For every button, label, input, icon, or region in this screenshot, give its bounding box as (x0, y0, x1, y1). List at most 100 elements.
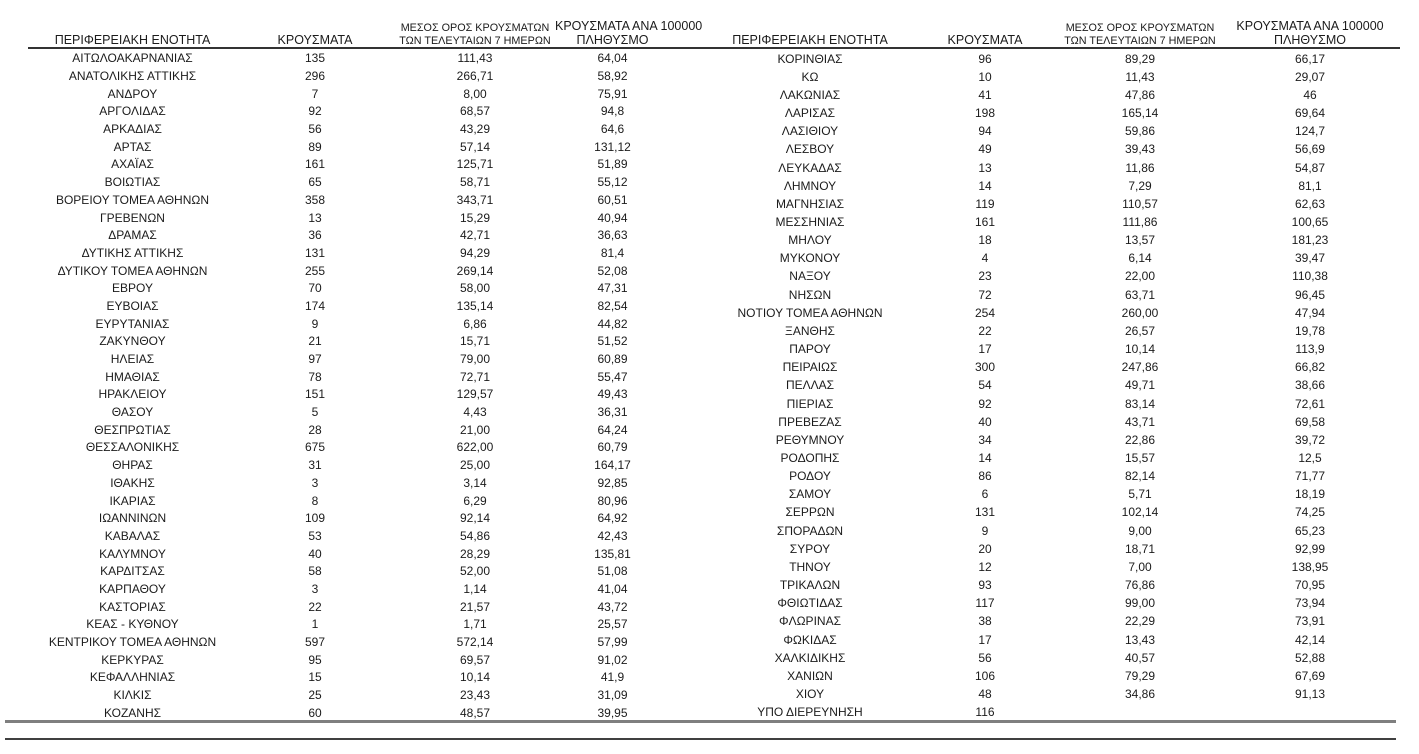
table-row: ΧΑΛΚΙΔΙΚΗΣ 56 40,57 52,88 (710, 649, 1400, 667)
avg7-cell: 79,29 (1124, 668, 1156, 683)
table-row: ΗΡΑΚΛΕΙΟΥ 151 129,57 49,43 (30, 386, 670, 404)
avg7-cell: 129,57 (456, 387, 494, 402)
cases-cell: 89 (308, 139, 322, 154)
col-header-avg7: ΜΕΣΟΣ ΟΡΟΣ ΚΡΟΥΣΜΑΤΩΝ ΤΩΝ ΤΕΛΕΥΤΑΙΩΝ 7 Η… (1060, 10, 1220, 50)
region-cell: ΜΕΣΣΗΝΙΑΣ (775, 214, 845, 229)
cases-table-left: ΠΕΡΙΦΕΡΕΙΑΚΗ ΕΝΟΤΗΤΑ ΚΡΟΥΣΜΑΤΑ ΜΕΣΟΣ ΟΡΟ… (30, 10, 702, 722)
region-cell: ΖΑΚΥΝΘΟΥ (99, 334, 166, 349)
avg7-cell: 5,71 (1128, 487, 1152, 502)
cases-cell: 95 (308, 652, 322, 667)
table-row: ΠΕΛΛΑΣ 54 49,71 38,66 (710, 377, 1400, 395)
cases-cell: 9 (311, 316, 319, 331)
per100k-cell: 74,25 (1294, 505, 1326, 520)
avg7-cell: 6,14 (1128, 251, 1152, 266)
region-cell: ΧΙΟΥ (795, 687, 825, 702)
cases-cell: 17 (978, 342, 992, 357)
col-header-region: ΠΕΡΙΦΕΡΕΙΑΚΗ ΕΝΟΤΗΤΑ (30, 10, 235, 50)
cases-cell: 5 (311, 405, 319, 420)
cases-cell: 117 (975, 596, 995, 611)
cases-cell: 161 (974, 214, 996, 229)
cases-cell: 36 (308, 228, 322, 243)
table-row: ΑΝΑΤΟΛΙΚΗΣ ΑΤΤΙΚΗΣ 296 266,71 58,92 (30, 68, 670, 86)
region-cell: ΚΑΡΔΙΤΣΑΣ (100, 564, 165, 579)
region-cell: ΚΟΖΑΝΗΣ (103, 705, 162, 720)
table-row: ΡΟΔΟΠΗΣ 14 15,57 12,5 (710, 449, 1400, 467)
bottom-divider-line-gray (5, 720, 1396, 723)
table-row: ΦΛΩΡΙΝΑΣ 38 22,29 73,91 (710, 613, 1400, 631)
per100k-cell: 47,94 (1294, 305, 1326, 320)
region-cell: ΣΕΡΡΩΝ (785, 505, 835, 520)
table-row: ΠΑΡΟΥ 17 10,14 113,9 (710, 341, 1400, 359)
per100k-cell: 69,58 (1294, 414, 1326, 429)
region-cell: ΣΑΜΟΥ (788, 487, 832, 502)
per100k-cell: 52,08 (597, 263, 628, 278)
region-cell: ΘΗΡΑΣ (112, 458, 153, 473)
per100k-cell: 36,31 (597, 405, 628, 420)
region-cell: ΔΥΤΙΚΗΣ ΑΤΤΙΚΗΣ (81, 245, 184, 260)
region-cell: ΚΕΑΣ - ΚΥΘΝΟΥ (86, 617, 179, 632)
region-cell: ΚΙΛΚΙΣ (113, 688, 152, 703)
cases-cell: 22 (978, 323, 992, 338)
cases-cell: 38 (978, 614, 992, 629)
region-cell: ΚΟΡΙΝΘΙΑΣ (777, 51, 843, 66)
cases-cell: 109 (304, 511, 326, 526)
avg7-cell: 343,71 (456, 192, 494, 207)
cases-cell: 56 (978, 650, 992, 665)
region-cell: ΤΡΙΚΑΛΩΝ (779, 578, 841, 593)
region-cell: ΡΟΔΟΥ (789, 469, 831, 484)
avg7-cell: 622,00 (456, 440, 494, 455)
region-cell: ΘΕΣΣΑΛΟΝΙΚΗΣ (85, 440, 180, 455)
per100k-cell: 64,6 (600, 122, 625, 137)
region-cell: ΜΑΓΝΗΣΙΑΣ (775, 196, 845, 211)
avg7-cell: 15,57 (1124, 451, 1156, 466)
cases-cell: 53 (308, 528, 322, 543)
region-cell: ΝΑΞΟΥ (789, 269, 831, 284)
avg7-cell: 4,43 (463, 405, 487, 420)
avg7-cell: 52,00 (459, 564, 491, 579)
per100k-cell: 41,9 (600, 670, 625, 685)
table-row: ΚΕΝΤΡΙΚΟΥ ΤΟΜΕΑ ΑΘΗΝΩΝ 597 572,14 57,99 (30, 634, 670, 652)
table-row: ΚΑΒΑΛΑΣ 53 54,86 42,43 (30, 528, 670, 546)
region-cell: ΚΕΦΑΛΛΗΝΙΑΣ (89, 670, 176, 685)
region-cell: ΜΗΛΟΥ (788, 233, 832, 248)
avg7-cell: 89,29 (1124, 51, 1156, 66)
region-cell: ΔΡΑΜΑΣ (108, 228, 157, 243)
table-row: ΗΜΑΘΙΑΣ 78 72,71 55,47 (30, 368, 670, 386)
table-row: ΧΙΟΥ 48 34,86 91,13 (710, 685, 1400, 703)
cases-cell: 58 (308, 564, 322, 579)
cases-cell: 255 (304, 263, 326, 278)
per100k-cell: 64,24 (597, 422, 628, 437)
table-row: ΛΕΥΚΑΔΑΣ 13 11,86 54,87 (710, 159, 1400, 177)
cases-cell: 78 (308, 369, 322, 384)
avg7-cell: 43,29 (459, 122, 491, 137)
cases-cell: 86 (978, 469, 992, 484)
cases-cell: 20 (978, 541, 992, 556)
table-row: ΑΙΤΩΛΟΑΚΑΡΝΑΝΙΑΣ 135 111,43 64,04 (30, 50, 670, 68)
table-row: ΠΙΕΡΙΑΣ 92 83,14 72,61 (710, 395, 1400, 413)
per100k-cell: 69,64 (1294, 106, 1326, 121)
table-row: ΚΟΡΙΝΘΙΑΣ 96 89,29 66,17 (710, 50, 1400, 68)
cases-cell: 72 (978, 287, 992, 302)
avg7-cell: 3,14 (463, 475, 487, 490)
avg7-cell: 165,14 (1121, 106, 1159, 121)
table-row: ΙΚΑΡΙΑΣ 8 6,29 80,96 (30, 492, 670, 510)
avg7-cell: 43,71 (1124, 414, 1156, 429)
per100k-cell: 36,63 (597, 228, 628, 243)
avg7-cell: 23,43 (459, 688, 491, 703)
table-row: ΜΥΚΟΝΟΥ 4 6,14 39,47 (710, 250, 1400, 268)
avg7-cell: 247,86 (1121, 360, 1159, 375)
cases-cell: 12 (978, 559, 992, 574)
cases-cell: 22 (308, 599, 322, 614)
region-cell: ΗΡΑΚΛΕΙΟΥ (98, 387, 167, 402)
table-row: ΛΑΡΙΣΑΣ 198 165,14 69,64 (710, 104, 1400, 122)
per100k-cell: 91,02 (597, 652, 628, 667)
cases-cell: 31 (308, 458, 322, 473)
cases-cell: 675 (304, 440, 326, 455)
avg7-cell: 26,57 (1124, 323, 1156, 338)
region-cell: ΚΑΡΠΑΘΟΥ (99, 581, 166, 596)
per100k-cell: 65,23 (1294, 523, 1326, 538)
region-cell: ΕΥΡΥΤΑΝΙΑΣ (95, 316, 170, 331)
table-row: ΜΗΛΟΥ 18 13,57 181,23 (710, 232, 1400, 250)
cases-cell: 56 (308, 122, 322, 137)
